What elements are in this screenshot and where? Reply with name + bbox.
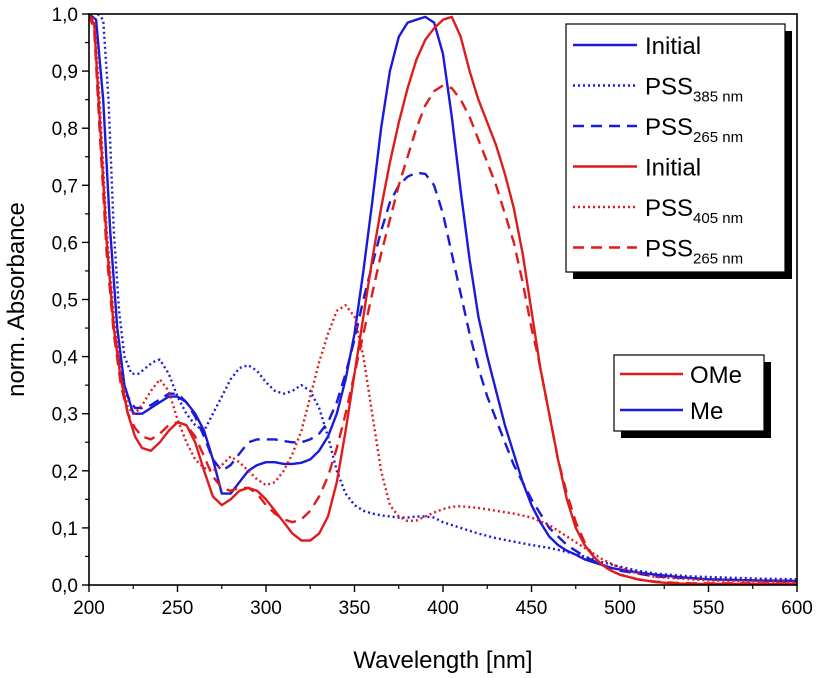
ticks-layer: 200 250 300 350 400 450 500 550 600 0,0 0,1 0,2 0,3 0… — [52, 5, 813, 619]
y-tick-label: 0,3 — [52, 405, 78, 426]
legend-compounds: OMe Me — [613, 354, 771, 438]
y-tick-label: 0,6 — [52, 233, 78, 254]
series-line-5 — [89, 14, 797, 584]
legend-label: PSS385 nm — [645, 74, 743, 106]
series-layer — [89, 14, 797, 585]
legend-label: PSS265 nm — [645, 236, 743, 268]
y-tick-label: 0,1 — [52, 519, 78, 540]
legend-compounds-box — [613, 354, 765, 432]
legend-label: Initial — [645, 33, 701, 60]
y-tick-label: 1,0 — [52, 5, 78, 26]
x-tick-label: 400 — [427, 598, 459, 619]
x-tick-label: 250 — [162, 598, 194, 619]
x-tick-label: 450 — [516, 598, 548, 619]
legend-label: Me — [690, 398, 723, 425]
y-tick-label: 0,8 — [52, 119, 78, 140]
y-tick-label: 0,0 — [52, 576, 78, 597]
x-tick-label: 350 — [339, 598, 371, 619]
y-tick-label: 0,2 — [52, 462, 78, 483]
x-axis-title: Wavelength [nm] — [353, 647, 532, 674]
y-tick-label: 0,9 — [52, 62, 78, 83]
legend-series: Initial PSS385 nm PSS265 nm Initial PSS405 n… — [565, 23, 792, 279]
series-line-6 — [89, 14, 797, 585]
y-tick-label: 0,7 — [52, 176, 78, 197]
legend-label: OMe — [690, 362, 742, 389]
legend-label: Initial — [645, 155, 701, 182]
series-line-3 — [89, 14, 797, 583]
series-line-2 — [96, 14, 797, 581]
y-axis-title: norm. Absorbance — [3, 202, 30, 397]
y-tick-label: 0,4 — [52, 348, 79, 369]
legend-label: PSS405 nm — [645, 195, 743, 227]
x-tick-label: 550 — [693, 598, 725, 619]
x-tick-label: 600 — [781, 598, 813, 619]
legend-series-box — [565, 23, 786, 273]
y-tick-label: 0,5 — [52, 291, 78, 312]
x-tick-label: 200 — [73, 598, 105, 619]
series-line-1 — [89, 14, 797, 583]
series-line-4 — [89, 14, 797, 585]
x-tick-label: 500 — [604, 598, 636, 619]
x-tick-label: 300 — [250, 598, 282, 619]
legend-label: PSS265 nm — [645, 114, 743, 146]
